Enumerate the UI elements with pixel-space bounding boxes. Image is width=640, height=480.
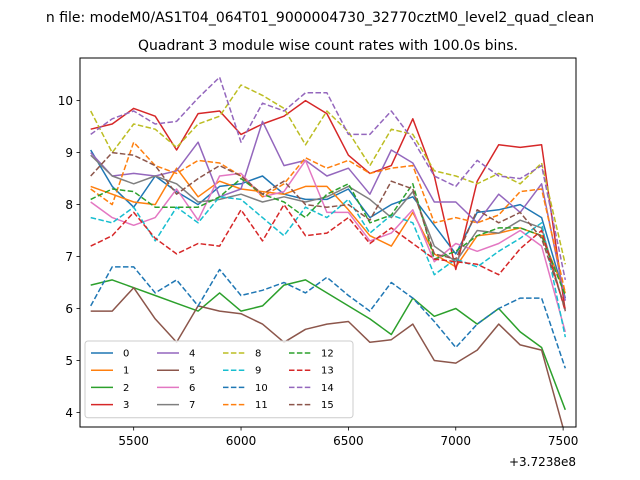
y-tick-label: 7 <box>65 250 73 264</box>
legend-label-5: 5 <box>189 366 195 377</box>
legend-label-2: 2 <box>123 383 129 394</box>
legend-label-10: 10 <box>255 383 268 394</box>
x-tick-label: 7500 <box>548 434 579 448</box>
legend-label-11: 11 <box>255 400 268 411</box>
x-tick-label: 6000 <box>226 434 257 448</box>
y-tick-label: 6 <box>65 302 73 316</box>
y-tick-label: 5 <box>65 354 73 368</box>
x-tick-label: 6500 <box>333 434 364 448</box>
legend-label-1: 1 <box>123 366 129 377</box>
chart-title: Quadrant 3 module wise count rates with … <box>138 38 518 54</box>
chart: n file: modeM0/AS1T04_064T01_9000004730_… <box>0 0 640 480</box>
legend-label-4: 4 <box>189 349 195 360</box>
y-tick-label: 10 <box>58 94 73 108</box>
legend-label-3: 3 <box>123 400 129 411</box>
legend-label-13: 13 <box>321 366 334 377</box>
legend-label-8: 8 <box>255 349 261 360</box>
legend-label-15: 15 <box>321 400 334 411</box>
legend-label-12: 12 <box>321 349 334 360</box>
legend-label-9: 9 <box>255 366 261 377</box>
x-tick-label: 7000 <box>440 434 471 448</box>
legend-label-6: 6 <box>189 383 195 394</box>
legend-label-0: 0 <box>123 349 129 360</box>
y-tick-label: 9 <box>65 146 73 160</box>
x-offset-label: +3.7238e8 <box>509 455 576 469</box>
x-tick-label: 5500 <box>118 434 149 448</box>
y-tick-label: 4 <box>65 406 73 420</box>
y-tick-label: 8 <box>65 198 73 212</box>
chart-suptitle: n file: modeM0/AS1T04_064T01_9000004730_… <box>46 10 594 26</box>
legend-label-7: 7 <box>189 400 195 411</box>
legend-label-14: 14 <box>321 383 334 394</box>
